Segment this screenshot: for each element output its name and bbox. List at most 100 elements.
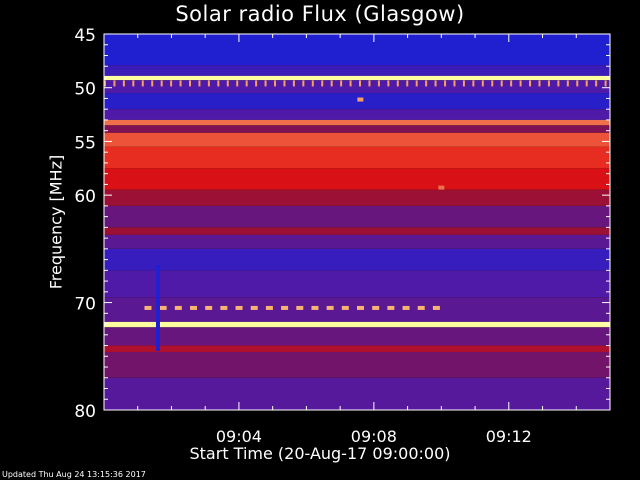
interference-tick bbox=[302, 80, 305, 87]
interference-tick bbox=[453, 80, 456, 87]
interference-tick bbox=[141, 80, 144, 87]
dashed-emission-segment bbox=[265, 305, 273, 310]
x-axis-label: Start Time (20-Aug-17 09:00:00) bbox=[189, 444, 451, 463]
interference-tick bbox=[547, 80, 550, 87]
dashed-emission-segment bbox=[174, 305, 182, 310]
plot-frame bbox=[103, 33, 611, 411]
interference-tick bbox=[340, 80, 343, 87]
interference-tick bbox=[377, 80, 380, 87]
frequency-band bbox=[104, 125, 610, 133]
interference-tick bbox=[462, 80, 465, 87]
dashed-emission-segment bbox=[144, 305, 152, 310]
dashed-emission-segment bbox=[326, 305, 334, 310]
vertical-spike bbox=[155, 264, 160, 351]
frequency-band bbox=[104, 168, 610, 190]
interference-tick bbox=[292, 80, 295, 87]
interference-tick bbox=[104, 80, 106, 87]
interference-tick bbox=[160, 80, 163, 87]
frequency-band bbox=[104, 377, 610, 410]
interference-tick bbox=[595, 80, 598, 87]
interference-tick bbox=[529, 80, 532, 87]
frequency-band bbox=[104, 93, 610, 110]
dashed-emission-segment bbox=[417, 305, 425, 310]
interference-tick bbox=[311, 80, 314, 87]
dashed-emission-segment bbox=[235, 305, 243, 310]
dashed-emission-segment bbox=[190, 305, 198, 310]
interference-tick bbox=[510, 80, 513, 87]
interference-tick bbox=[491, 80, 494, 87]
updated-timestamp: Updated Thu Aug 24 13:15:36 2017 bbox=[2, 470, 146, 479]
y-tick-label: 80 bbox=[74, 402, 96, 422]
interference-tick bbox=[444, 80, 447, 87]
interference-tick bbox=[122, 80, 125, 87]
interference-tick bbox=[415, 80, 418, 87]
x-tick-label: 09:08 bbox=[351, 427, 397, 446]
dashed-emission-segment bbox=[296, 305, 304, 310]
y-tick-label: 45 bbox=[74, 26, 96, 46]
dashed-emission-segment bbox=[387, 305, 395, 310]
interference-tick bbox=[349, 80, 352, 87]
interference-tick bbox=[217, 80, 220, 87]
dashed-emission-segment bbox=[402, 305, 410, 310]
interference-tick bbox=[538, 80, 541, 87]
frequency-band bbox=[104, 34, 610, 66]
interference-tick bbox=[170, 80, 173, 87]
interference-tick bbox=[132, 80, 135, 87]
chart-title: Solar radio Flux (Glasgow) bbox=[175, 2, 465, 26]
interference-tick bbox=[283, 80, 286, 87]
dashed-emission-segment bbox=[357, 305, 364, 310]
interference-tick bbox=[472, 80, 475, 87]
y-tick-label: 60 bbox=[74, 187, 96, 207]
interference-tick bbox=[500, 80, 503, 87]
dashed-emission-segment bbox=[372, 305, 380, 310]
frequency-band bbox=[104, 189, 610, 206]
frequency-band bbox=[104, 234, 610, 249]
frequency-band bbox=[104, 321, 610, 328]
interference-tick bbox=[406, 80, 409, 87]
x-tick-label: 09:12 bbox=[486, 427, 532, 446]
dashed-emission-segment bbox=[250, 305, 258, 310]
frequency-band bbox=[104, 270, 610, 298]
interference-tick bbox=[189, 80, 192, 87]
dashed-emission-segment bbox=[432, 305, 440, 310]
interference-tick bbox=[179, 80, 182, 87]
interference-tick bbox=[264, 80, 267, 87]
interference-tick bbox=[255, 80, 258, 87]
interference-tick bbox=[396, 80, 399, 87]
interference-tick bbox=[113, 80, 116, 87]
interference-tick bbox=[236, 80, 239, 87]
dashed-emission-segment bbox=[220, 305, 228, 310]
emission-point bbox=[357, 97, 364, 102]
x-tick-label: 09:04 bbox=[216, 427, 262, 446]
interference-tick bbox=[557, 80, 560, 87]
interference-tick bbox=[245, 80, 248, 87]
dashed-emission-segment bbox=[311, 305, 319, 310]
frequency-band bbox=[104, 345, 610, 352]
interference-tick bbox=[207, 80, 210, 87]
dashed-emission-segment bbox=[341, 305, 349, 310]
interference-tick bbox=[387, 80, 390, 87]
frequency-band bbox=[104, 327, 610, 346]
frequency-band bbox=[104, 351, 610, 378]
frequency-band bbox=[104, 227, 610, 235]
y-axis-label: Frequency [MHz] bbox=[46, 154, 66, 290]
interference-tick bbox=[198, 80, 201, 87]
frequency-band bbox=[104, 109, 610, 120]
y-tick-label: 50 bbox=[74, 80, 96, 100]
dashed-emission-segment bbox=[159, 305, 167, 310]
dashed-emission-segment bbox=[281, 305, 289, 310]
interference-tick bbox=[368, 80, 371, 87]
interference-tick bbox=[425, 80, 428, 87]
y-tick-label: 55 bbox=[74, 133, 96, 153]
y-tick-label: 70 bbox=[74, 295, 96, 315]
emission-point bbox=[438, 185, 445, 190]
interference-tick bbox=[330, 80, 333, 87]
frequency-band bbox=[104, 65, 610, 76]
interference-tick bbox=[604, 80, 607, 87]
interference-tick bbox=[274, 80, 277, 87]
interference-tick bbox=[566, 80, 569, 87]
interference-tick bbox=[481, 80, 484, 87]
interference-tick bbox=[585, 80, 588, 87]
frequency-band bbox=[104, 119, 610, 126]
